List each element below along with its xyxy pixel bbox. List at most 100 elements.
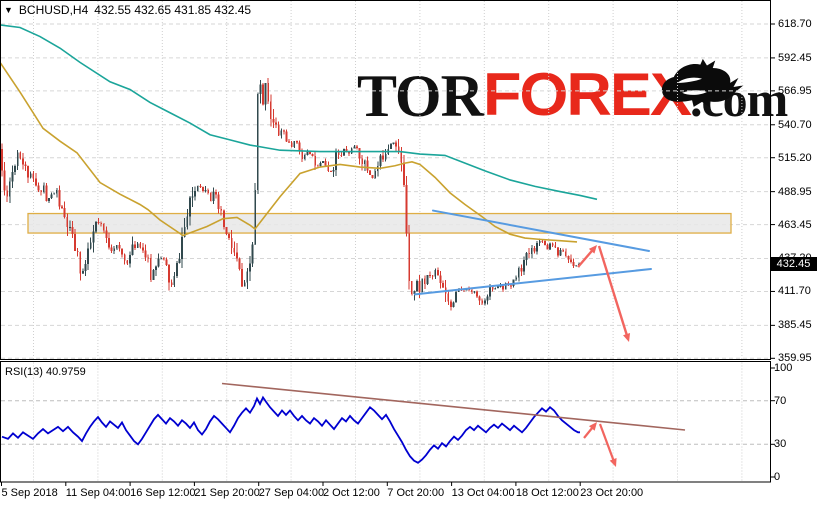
candle-body (491, 285, 494, 290)
candle-body (126, 260, 129, 264)
candle-body (102, 223, 105, 231)
candle-body (61, 206, 63, 208)
candle-body (413, 290, 416, 294)
time-axis-label: 18 Oct 12:00 (515, 487, 579, 499)
candle-body (170, 282, 173, 285)
candle-body (455, 291, 458, 303)
price-axis-label: 463.45 (778, 218, 812, 231)
candle-body (403, 162, 405, 186)
candle-body (358, 148, 361, 159)
candle-body (345, 149, 348, 152)
candle-body (379, 155, 382, 166)
trendline-lower-ascending[interactable] (414, 267, 652, 296)
candle-body (551, 243, 554, 246)
candle-body (319, 162, 322, 166)
candle-body (66, 217, 69, 228)
candle-body (301, 150, 304, 159)
candle-body (397, 146, 400, 152)
candle-body (293, 141, 296, 147)
candle-body (324, 161, 327, 166)
rsi-trendline[interactable] (221, 382, 686, 431)
candle-body (497, 286, 499, 288)
candle-body (202, 186, 204, 191)
candle-body (470, 289, 473, 293)
candle-body (71, 226, 74, 234)
candle-body (371, 175, 374, 178)
candle-body (431, 275, 434, 277)
candle-body (450, 301, 452, 307)
candle-body (303, 155, 306, 159)
candle-body (162, 257, 165, 260)
candle-body (123, 254, 126, 261)
candle-body (290, 142, 293, 147)
candle-body (564, 251, 567, 256)
candle-body (191, 196, 194, 198)
candle-body (259, 84, 262, 94)
forecast-arrow-0-head (588, 245, 597, 254)
candle-body (494, 287, 497, 290)
candle-body (220, 208, 223, 211)
rsi-panel-border (0, 361, 771, 483)
trendline-upper-descending[interactable] (432, 209, 650, 253)
candle-body (523, 260, 525, 272)
candle-body (87, 248, 90, 264)
time-axis-label: 7 Oct 20:00 (387, 487, 445, 499)
dropdown-arrow-icon[interactable]: ▼ (4, 5, 13, 15)
rsi-arrow-1 (598, 423, 616, 463)
candle-body (212, 191, 215, 201)
candle-body (546, 244, 549, 250)
candle-body (121, 248, 123, 255)
candle-body (118, 244, 121, 249)
candle-body (481, 300, 484, 304)
candle-body (570, 259, 572, 262)
price-axis-label: 592.45 (778, 51, 812, 64)
candle-body (353, 146, 356, 149)
candle-body (8, 181, 11, 197)
resistance-zone[interactable] (27, 212, 732, 234)
candle-body (369, 170, 371, 176)
candle-body (528, 253, 531, 255)
candle-body (24, 164, 27, 166)
candle-body (277, 124, 280, 136)
candle-body (89, 242, 92, 249)
main-panel-border (0, 0, 771, 360)
time-axis-label: 23 Oct 20:00 (580, 487, 644, 499)
candle-body (68, 226, 71, 228)
ma-fast-line (0, 61, 578, 243)
candle-body (157, 258, 160, 267)
candle-body (194, 190, 197, 197)
logo-watermark: TOR FOREX .com (357, 64, 788, 127)
ohlc-label: 432.55 432.65 431.85 432.45 (94, 3, 252, 17)
candle-body (337, 151, 340, 156)
rsi-axis-label: 70 (774, 394, 787, 407)
candle-body (74, 233, 76, 252)
candle-body (113, 248, 116, 252)
candle-body (314, 156, 317, 166)
candle-body (348, 151, 351, 154)
candle-body (40, 190, 43, 192)
candle-body (256, 93, 259, 190)
candle-body (147, 257, 150, 259)
candle-body (76, 251, 79, 253)
candle-body (79, 252, 82, 274)
candle-body (178, 259, 181, 264)
candle-body (1, 148, 3, 171)
candle-body (447, 293, 450, 302)
candle-body (538, 240, 541, 243)
candle-body (382, 155, 384, 160)
candle-body (426, 274, 429, 284)
candle-body (254, 189, 257, 245)
candle-body (282, 130, 285, 132)
rsi-axis-label: 30 (774, 438, 787, 451)
candle-body (434, 269, 437, 277)
ma-slow-line (0, 24, 598, 201)
candle-body (243, 282, 246, 287)
candle-body (136, 243, 139, 248)
candle-body (53, 193, 56, 195)
candle-body (21, 158, 24, 165)
candle-body (152, 270, 155, 281)
time-axis-label: 13 Oct 04:00 (451, 487, 515, 499)
candle-body (520, 268, 523, 272)
